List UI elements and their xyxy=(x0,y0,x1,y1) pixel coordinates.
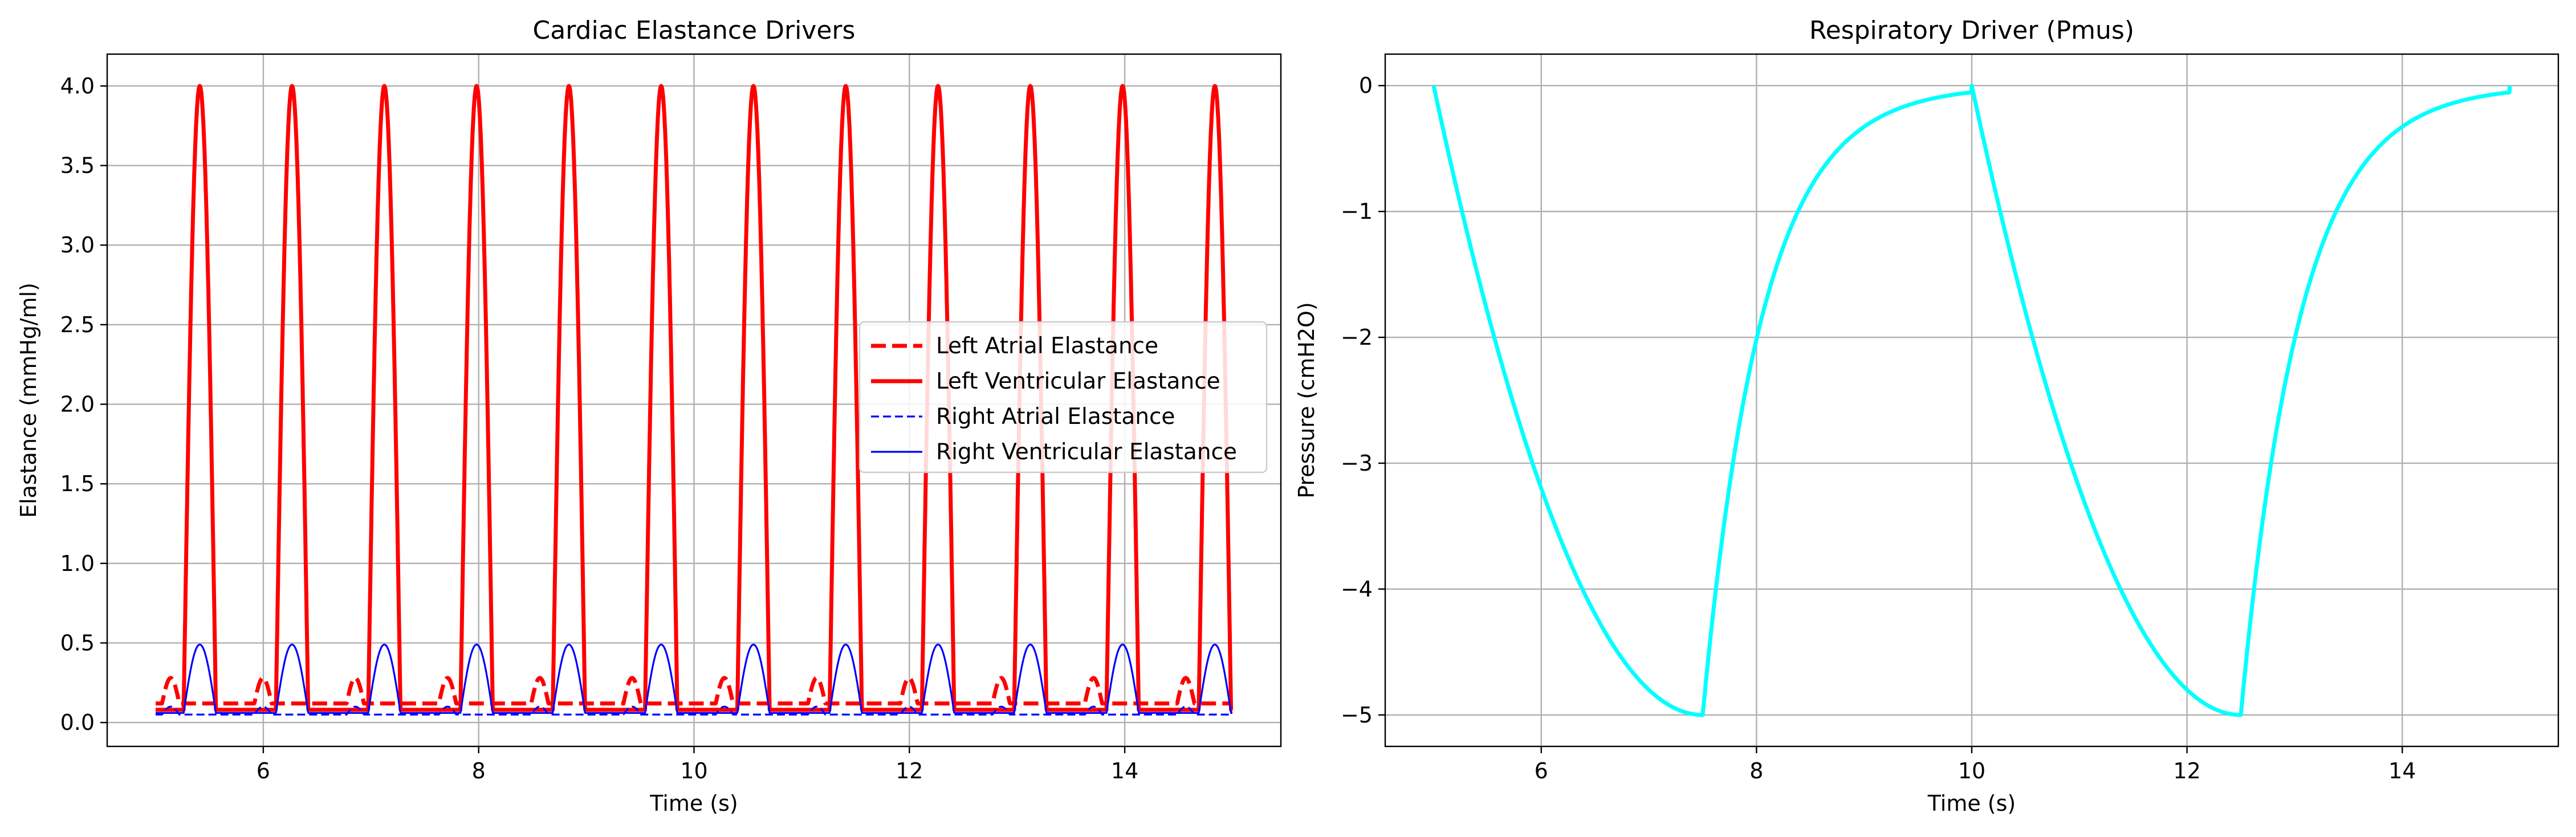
legend-entry: Right Atrial Elastance xyxy=(936,404,1175,430)
y-axis-label: Pressure (cmH2O) xyxy=(1294,302,1319,499)
y-tick-label: 3.0 xyxy=(60,232,95,258)
series-line-2 xyxy=(154,84,1234,712)
series-line-3 xyxy=(154,705,1234,716)
y-tick-label: 0.5 xyxy=(60,630,95,655)
x-tick-label: 6 xyxy=(257,758,270,783)
y-tick-label: 1.5 xyxy=(60,471,95,496)
x-tick-label: 14 xyxy=(1111,758,1138,783)
legend: Left Atrial Elastance Left Ventricular El… xyxy=(858,321,1268,473)
y-tick-label: −2 xyxy=(1341,325,1373,350)
y-tick-label: 1.0 xyxy=(60,551,95,576)
y-tick-label: 0.0 xyxy=(60,710,95,735)
x-tick-label: 14 xyxy=(2388,758,2416,783)
y-tick-label: −4 xyxy=(1341,577,1373,602)
x-tick-label: 12 xyxy=(2173,758,2200,783)
y-tick-label: 0 xyxy=(1359,73,1373,98)
y-tick-label: −1 xyxy=(1341,199,1373,224)
y-tick-label: 2.0 xyxy=(60,391,95,417)
y-tick-label: −3 xyxy=(1341,451,1373,476)
pmus-line xyxy=(1431,83,2512,717)
y-tick-label: 2.5 xyxy=(60,312,95,337)
respiratory-driver-chart: 6 8 10 12 14 0 −1 −2 −3 −4 −5 Respiratory Driver (P… xyxy=(1294,16,2559,816)
plot-frame xyxy=(1384,53,2559,748)
y-axis-label: Elastance (mmHg/ml) xyxy=(16,283,41,518)
series-line-1 xyxy=(154,676,1234,706)
legend-entry: Left Ventricular Elastance xyxy=(936,369,1220,394)
x-tick-label: 10 xyxy=(1958,758,1985,783)
x-tick-label: 10 xyxy=(680,758,707,783)
y-tick-label: 3.5 xyxy=(60,153,95,178)
legend-box xyxy=(858,321,1268,473)
chart-title: Respiratory Driver (Pmus) xyxy=(1809,16,2134,45)
x-axis-label: Time (s) xyxy=(1927,791,2016,816)
legend-entry: Left Atrial Elastance xyxy=(936,333,1158,359)
legend-entry: Right Ventricular Elastance xyxy=(936,439,1237,465)
x-tick-label: 12 xyxy=(896,758,923,783)
y-tick-label: −5 xyxy=(1341,703,1373,728)
cardiac-elastance-chart: 6 8 10 12 14 0.0 0.5 1.0 1.5 2.0 2.5 3.0 3.5 4.0 Cardi… xyxy=(16,16,1282,816)
series-line-4 xyxy=(154,643,1234,714)
x-tick-label: 8 xyxy=(472,758,486,783)
x-tick-label: 8 xyxy=(1749,758,1763,783)
y-tick-label: 4.0 xyxy=(60,74,95,99)
plot-frame xyxy=(106,53,1282,748)
x-axis-label: Time (s) xyxy=(649,791,738,816)
chart-title: Cardiac Elastance Drivers xyxy=(533,16,856,45)
x-tick-label: 6 xyxy=(1535,758,1548,783)
